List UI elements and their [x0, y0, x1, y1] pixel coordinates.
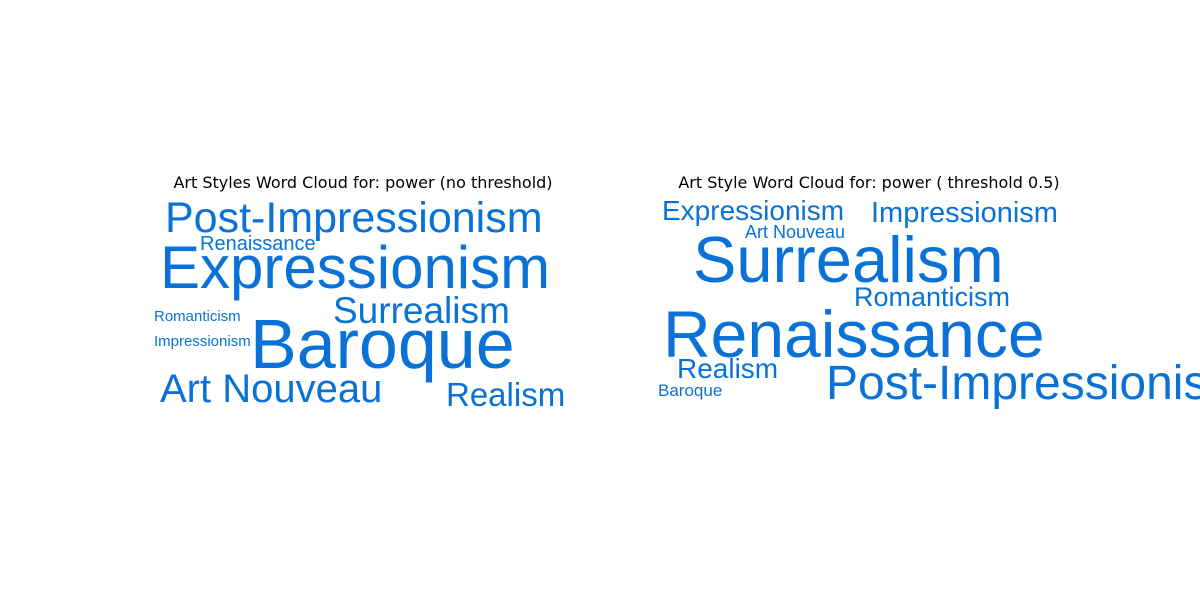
word-baroque: Baroque — [658, 381, 722, 400]
word-impressionism: Impressionism — [871, 197, 1058, 229]
word-expressionism: Expressionism — [662, 195, 844, 226]
word-romanticism: Romanticism — [154, 308, 241, 325]
word-surrealism: Surrealism — [693, 223, 1004, 296]
word-realism: Realism — [446, 376, 565, 413]
wordcloud-panel-no-threshold: Art Styles Word Cloud for: power (no thr… — [150, 170, 576, 420]
chart-title: Art Styles Word Cloud for: power (no thr… — [173, 173, 553, 192]
word-renaissance: Renaissance — [663, 297, 1045, 371]
word-art-nouveau: Art Nouveau — [745, 222, 845, 242]
word-surrealism: Surrealism — [333, 290, 510, 331]
chart-title: Art Style Word Cloud for: power ( thresh… — [678, 173, 1060, 192]
word-post-impressionism: Post-Impressionism — [826, 357, 1200, 410]
wordcloud-panel-threshold: Art Style Word Cloud for: power ( thresh… — [656, 170, 1200, 420]
word-realism: Realism — [677, 353, 778, 384]
word-art-nouveau: Art Nouveau — [160, 367, 382, 411]
wordcloud-left: Post-ImpressionismRenaissanceExpressioni… — [154, 194, 565, 413]
word-renaissance: Renaissance — [200, 233, 316, 255]
word-impressionism: Impressionism — [154, 333, 251, 350]
word-baroque: Baroque — [250, 305, 515, 383]
word-post-impressionism: Post-Impressionism — [165, 194, 543, 242]
word-romanticism: Romanticism — [854, 282, 1010, 312]
word-expressionism: Expressionism — [160, 234, 550, 301]
wordcloud-right: Expressionism Impressionism Art NouveauSur… — [658, 195, 1200, 410]
